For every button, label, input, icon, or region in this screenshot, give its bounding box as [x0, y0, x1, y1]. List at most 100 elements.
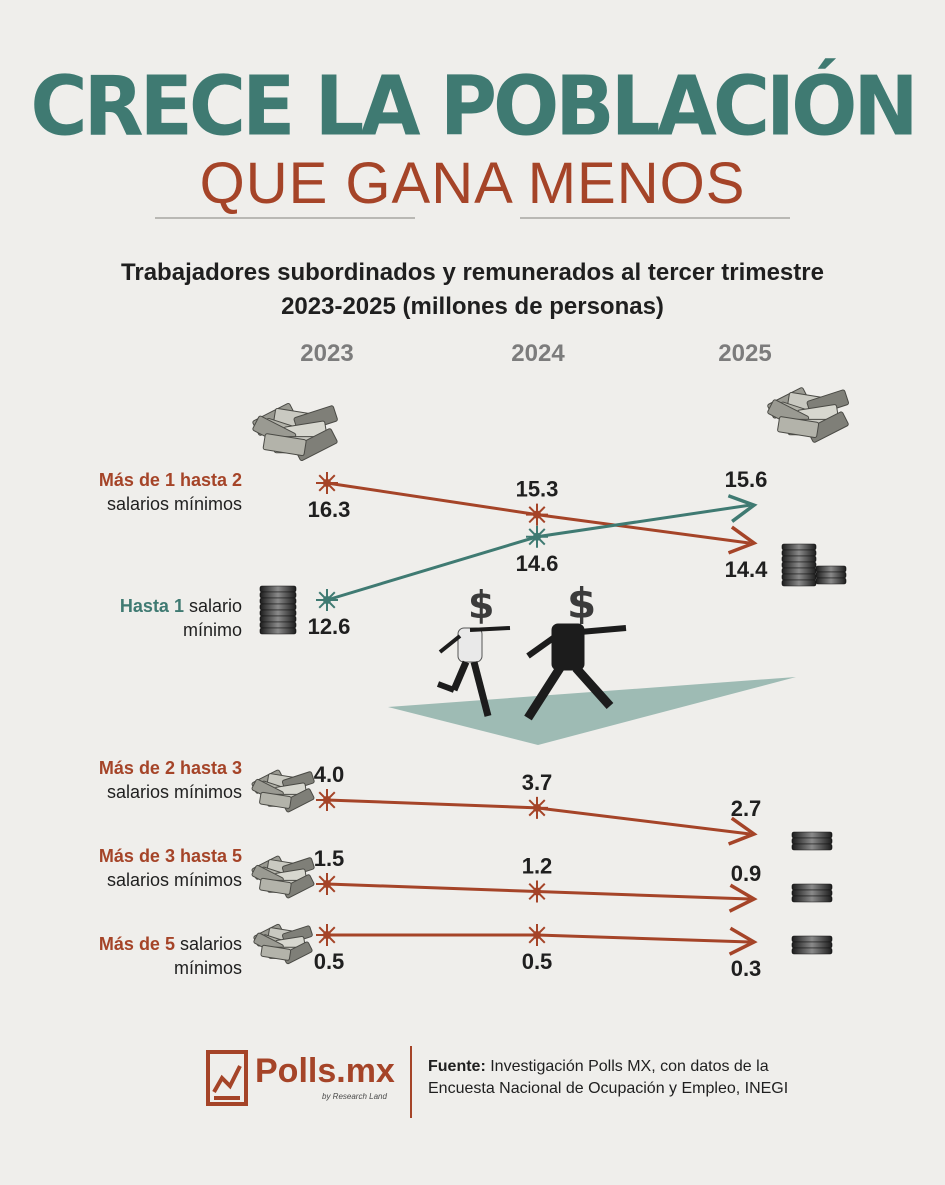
value-label: 14.4	[725, 557, 769, 582]
row-label-1-2: Más de 1 hasta 2 salarios mínimos	[2, 468, 242, 516]
title-line1: CRECE LA POBLACIÓN	[30, 59, 918, 155]
money-stack-icon	[251, 855, 315, 899]
starburst-core	[533, 532, 541, 541]
source-label: Fuente:	[428, 1058, 486, 1075]
coin-stack-icon	[791, 935, 833, 955]
data-point	[526, 503, 548, 526]
runner-left: $	[436, 583, 511, 717]
coin	[259, 591, 297, 599]
value-label: 3.7	[522, 770, 553, 795]
coin	[791, 837, 833, 845]
series-arrowhead	[728, 926, 758, 956]
value-label: 15.6	[725, 467, 768, 492]
svg-text:$: $	[468, 583, 494, 627]
year-label-2025: 2025	[718, 340, 772, 367]
row-label-lead: Más de 1 hasta 2	[98, 470, 242, 490]
coin	[259, 585, 297, 593]
row-label-3-5: Más de 3 hasta 5 salarios mínimos	[2, 844, 242, 892]
coin	[781, 555, 817, 563]
coin-stack-icon	[791, 883, 833, 903]
coin-stack-icon	[791, 831, 833, 851]
value-label: 1.5	[314, 846, 345, 871]
coin	[781, 573, 817, 581]
data-point	[316, 924, 338, 946]
series-arrowhead	[727, 494, 758, 523]
title-rule-right	[520, 217, 790, 219]
data-point	[526, 525, 548, 548]
value-label: 4.0	[314, 762, 345, 787]
coin	[791, 843, 833, 851]
value-label: 2.7	[731, 796, 762, 821]
title-line2: QUE GANA MENOS	[199, 151, 746, 216]
value-label: 0.5	[314, 949, 345, 974]
coin	[791, 883, 833, 891]
row-label-lead: Hasta 1	[119, 596, 184, 616]
banknote	[777, 416, 820, 439]
coin	[781, 579, 817, 587]
row-label-rest: salarios	[174, 934, 242, 954]
money-stack-icon	[253, 923, 313, 965]
value-label: 14.6	[516, 551, 559, 576]
row-label-line2: salarios mínimos	[106, 870, 242, 890]
running-figures-illustration: $ $	[436, 579, 627, 721]
data-point	[526, 924, 548, 946]
coin	[259, 621, 297, 629]
coin	[815, 571, 847, 579]
subtitle-line2: 2023-2025 (millones de personas)	[281, 293, 664, 320]
money-stack-icon	[767, 387, 849, 443]
coin-stack-icon	[259, 585, 297, 635]
row-label-lead: Más de 3 hasta 5	[98, 846, 242, 866]
data-point	[526, 880, 548, 903]
row-label-2-3: Más de 2 hasta 3 salarios mínimos	[2, 756, 242, 804]
value-label: 0.3	[731, 956, 762, 981]
source-text-1: Investigación Polls MX, con datos de la	[485, 1058, 769, 1075]
logo-tagline: by Research Land	[322, 1092, 387, 1101]
floor-shape	[388, 677, 796, 745]
value-label: 0.9	[731, 861, 762, 886]
chart-marks: 16.3 15.3 14.4 12.6 14.6 15.6 4.0 3.7 2.7 1.5 1.2 0…	[308, 467, 769, 981]
footer-divider	[410, 1046, 412, 1118]
banknote	[260, 944, 292, 961]
coin-stack-icon	[815, 565, 847, 585]
coin	[791, 831, 833, 839]
coin	[791, 889, 833, 897]
data-point	[316, 873, 338, 895]
row-label-hasta-1: Hasta 1 salario mínimo	[2, 594, 242, 642]
coin	[815, 565, 847, 573]
money-stack-icon	[251, 769, 315, 813]
coin	[791, 947, 833, 955]
coin	[259, 627, 297, 635]
starburst-core	[323, 479, 331, 487]
starburst-core	[323, 596, 331, 604]
coin	[781, 567, 817, 575]
starburst-core	[533, 803, 541, 812]
value-label: 12.6	[308, 614, 351, 639]
starburst-core	[323, 796, 331, 804]
polls-logo-icon	[206, 1050, 248, 1106]
starburst-core	[533, 510, 541, 519]
row-label-lead: Más de 2 hasta 3	[98, 758, 242, 778]
data-point	[316, 789, 338, 811]
chart-subtitle: Trabajadores subordinados y remunerados …	[0, 256, 945, 324]
value-label: 16.3	[308, 497, 351, 522]
coin	[259, 603, 297, 611]
series-arrowhead	[727, 816, 758, 846]
coin	[791, 895, 833, 903]
banknote	[262, 433, 307, 457]
row-label-line2: salarios mínimos	[106, 782, 242, 802]
starburst-core	[533, 887, 541, 896]
row-label-line2: salarios mínimos	[106, 494, 242, 514]
coin	[791, 941, 833, 949]
value-label: 0.5	[522, 949, 553, 974]
coin	[259, 615, 297, 623]
subtitle-line1: Trabajadores subordinados y remunerados …	[121, 259, 824, 286]
year-label-2023: 2023	[300, 340, 354, 367]
value-label: 1.2	[522, 854, 553, 879]
data-point	[526, 796, 548, 819]
coin	[815, 577, 847, 585]
banknote	[259, 877, 292, 895]
coin	[781, 561, 817, 569]
starburst-core	[323, 880, 331, 888]
money-stack-icon	[252, 402, 338, 462]
